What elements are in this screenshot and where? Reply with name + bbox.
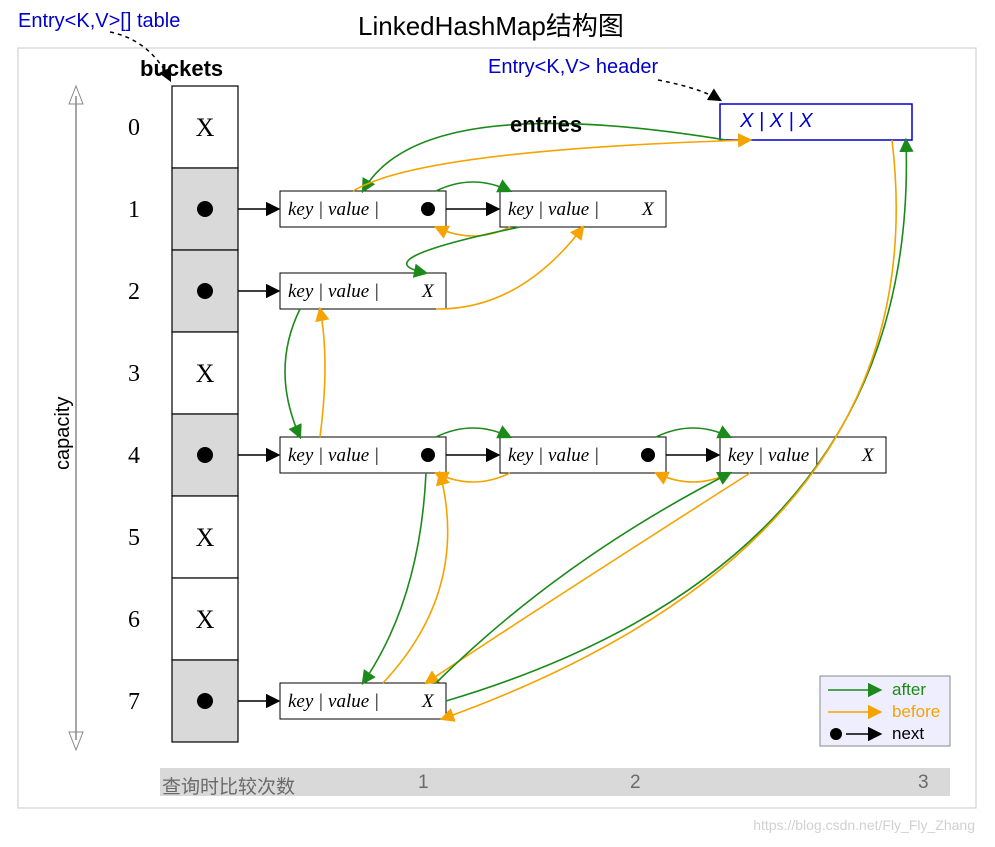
watermark: https://blog.csdn.net/Fly_Fly_Zhang: [753, 817, 975, 833]
svg-text:6: 6: [128, 607, 140, 633]
capacity-label: capacity: [52, 397, 75, 470]
svg-text:X: X: [421, 691, 435, 712]
table-type-label: Entry<K,V>[] table: [18, 10, 180, 33]
diagram-svg: 0X123X45X6X7key | value | key | value | …: [0, 0, 995, 847]
svg-text:X: X: [196, 359, 215, 388]
svg-text:X: X: [196, 113, 215, 142]
svg-text:key | value |: key | value |: [288, 199, 379, 220]
svg-text:X: X: [196, 523, 215, 552]
axis-label: 查询时比较次数: [162, 772, 295, 799]
buckets-header: buckets: [140, 56, 223, 82]
svg-text:key | value |: key | value |: [288, 281, 379, 302]
svg-text:X: X: [196, 605, 215, 634]
svg-text:key | value |: key | value |: [728, 445, 819, 466]
svg-text:X: X: [861, 445, 875, 466]
entries-label: entries: [510, 112, 582, 138]
legend-before: before: [892, 702, 940, 722]
svg-text:0: 0: [128, 115, 140, 141]
svg-text:X: X: [421, 281, 435, 302]
svg-text:7: 7: [128, 689, 140, 715]
svg-text:key | value |: key | value |: [508, 445, 599, 466]
svg-text:key | value |: key | value |: [288, 445, 379, 466]
svg-text:1: 1: [128, 197, 140, 223]
diagram-title: LinkedHashMap结构图: [358, 6, 624, 43]
svg-text:key | value |: key | value |: [508, 199, 599, 220]
header-type-label: Entry<K,V> header: [488, 56, 658, 79]
axis-tick-1: 1: [418, 772, 429, 794]
svg-text:5: 5: [128, 525, 140, 551]
header-cell-text: X | X | X: [740, 110, 813, 133]
legend-after: after: [892, 680, 926, 700]
svg-text:3: 3: [128, 361, 140, 387]
legend-next: next: [892, 724, 924, 744]
axis-tick-2: 2: [630, 772, 641, 794]
svg-text:key | value |: key | value |: [288, 691, 379, 712]
svg-text:4: 4: [128, 443, 140, 469]
svg-text:X: X: [641, 199, 655, 220]
axis-tick-3: 3: [918, 772, 929, 794]
svg-text:2: 2: [128, 279, 140, 305]
